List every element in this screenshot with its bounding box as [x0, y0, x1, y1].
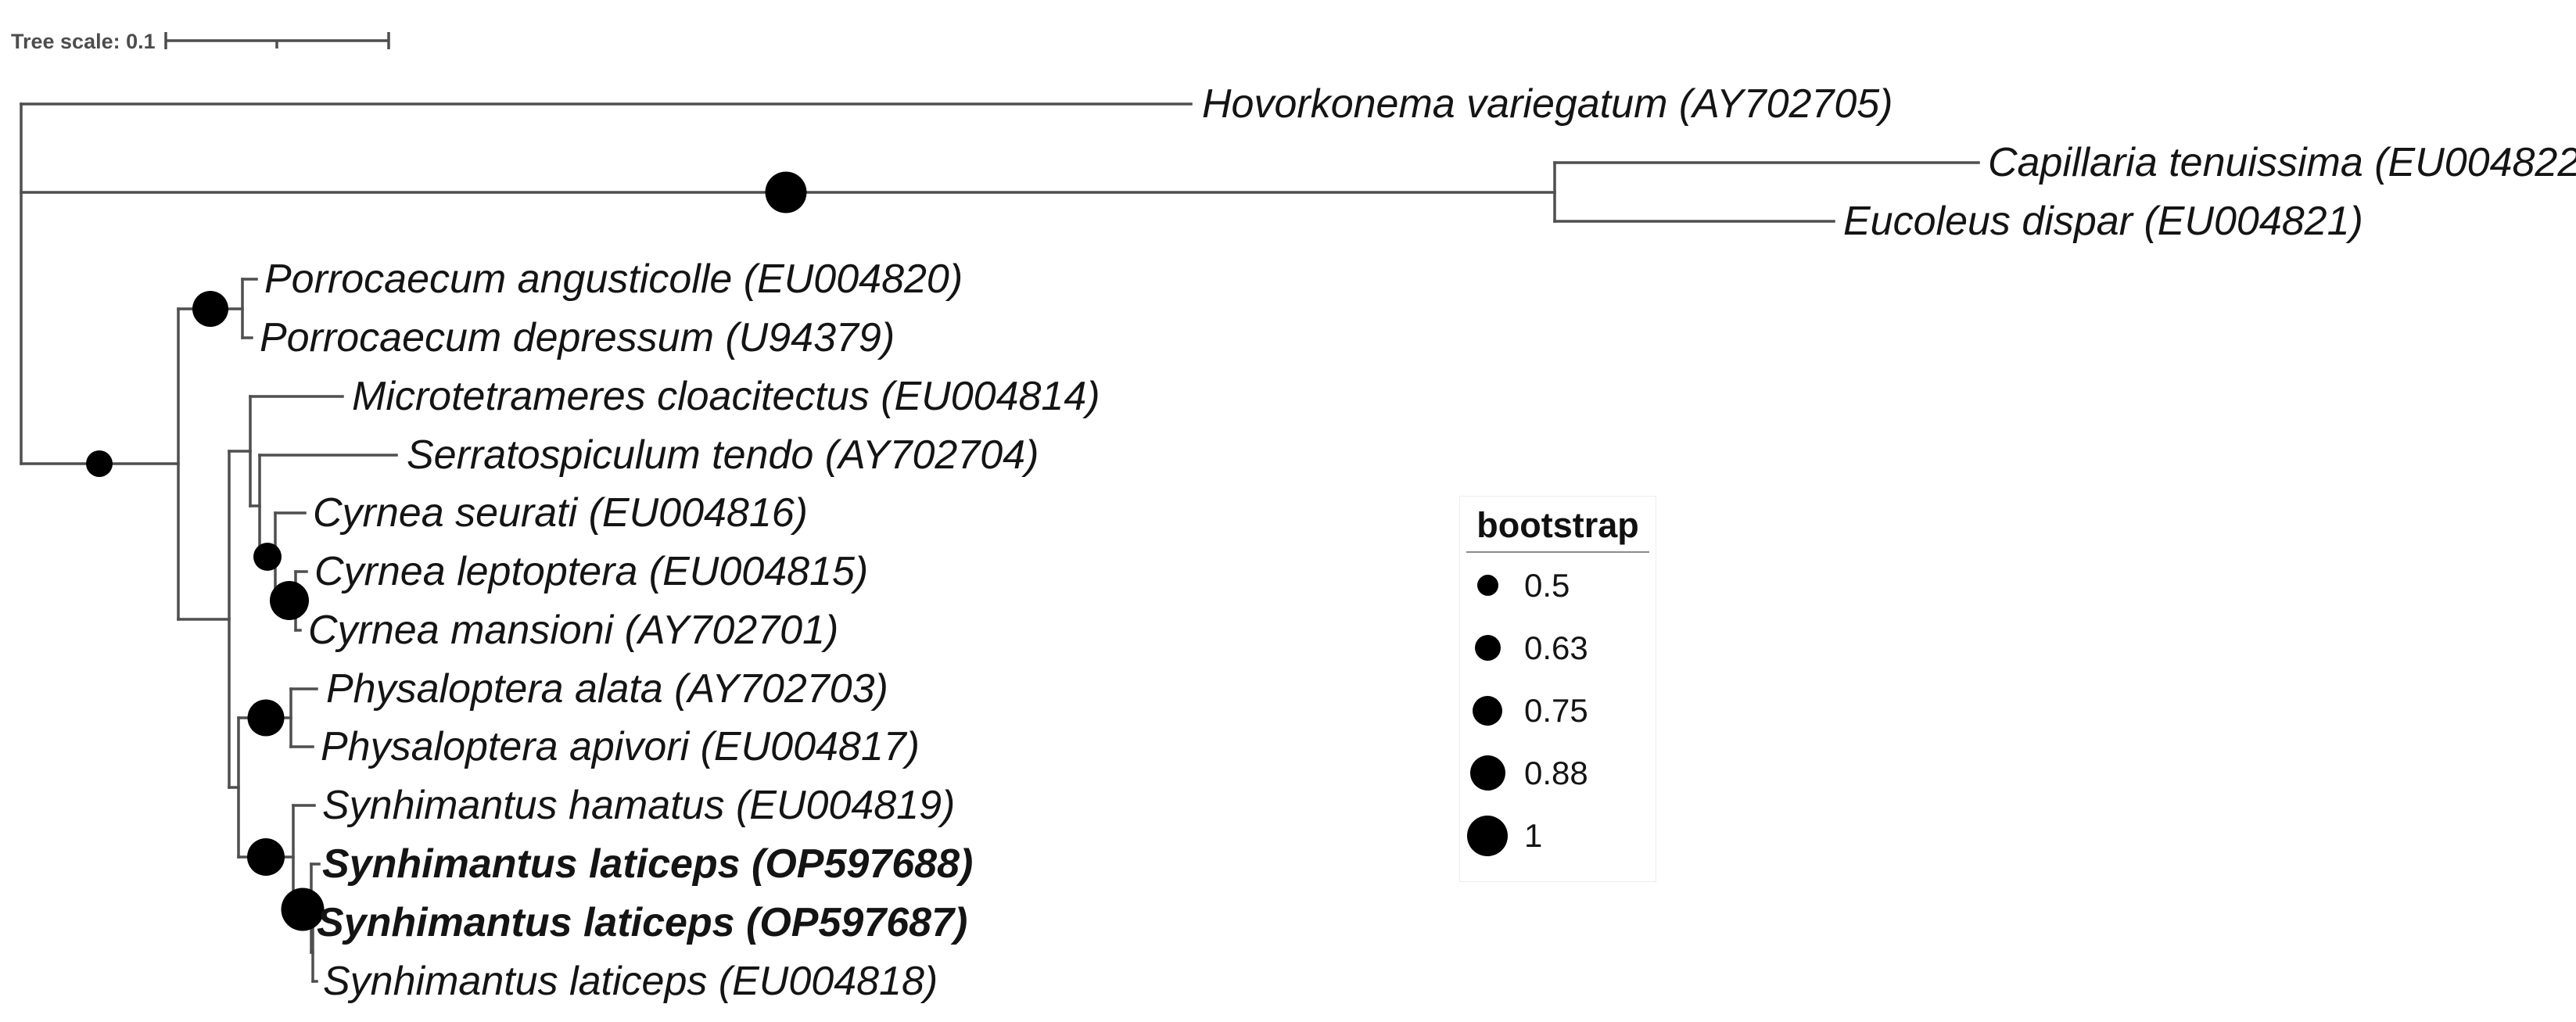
legend-dot-slot [1460, 575, 1515, 596]
leaf-label: Synhimantus laticeps (OP597687) [317, 900, 967, 945]
legend-items: 0.5 0.63 0.75 0.88 1 [1460, 554, 1656, 867]
legend-item: 1 [1460, 805, 1656, 867]
legend-value: 0.63 [1524, 629, 1588, 666]
bootstrap-node-circle [247, 699, 285, 737]
legend-value: 0.75 [1524, 691, 1588, 729]
tree-scale-label: Tree scale: 0.1 [11, 30, 156, 53]
leaf-label: Cyrnea mansioni (AY702701) [308, 608, 838, 653]
bootstrap-legend: bootstrap 0.5 0.63 0.75 0.88 1 [1459, 496, 1656, 882]
legend-dot-slot [1460, 695, 1515, 726]
scale-bar-group: Tree scale: 0.1 [11, 30, 390, 53]
bootstrap-node-circle [765, 171, 807, 213]
legend-item: 0.5 [1460, 554, 1656, 617]
bootstrap-size-dot [1467, 815, 1508, 856]
legend-item: 0.75 [1460, 680, 1656, 742]
bootstrap-node-circle [192, 291, 228, 327]
bootstrap-size-dot [1473, 695, 1502, 726]
bootstrap-node-circle [247, 838, 285, 876]
legend-separator [1466, 550, 1649, 553]
leaf-label: Physaloptera apivori (EU004817) [321, 724, 920, 769]
leaf-labels-group: Hovorkonema variegatum (AY702705) Capilla… [260, 81, 2576, 1004]
bootstrap-node-circle [270, 581, 309, 620]
bootstrap-node-circle [253, 543, 282, 571]
legend-dot-slot [1460, 635, 1515, 661]
leaf-label: Hovorkonema variegatum (AY702705) [1202, 81, 1893, 127]
bootstrap-nodes-group [86, 171, 807, 931]
legend-value: 0.5 [1524, 566, 1570, 604]
leaf-label: Physaloptera alata (AY702703) [326, 666, 888, 712]
bootstrap-size-dot [1469, 755, 1505, 791]
legend-item: 0.63 [1460, 617, 1656, 680]
leaf-label: Capillaria tenuissima (EU004822) [1988, 140, 2576, 185]
branches-group [20, 102, 1980, 983]
bootstrap-node-circle [86, 450, 113, 477]
legend-dot-slot [1460, 815, 1515, 856]
legend-title: bootstrap [1476, 505, 1639, 545]
bootstrap-node-circle [281, 888, 325, 931]
leaf-label: Eucoleus dispar (EU004821) [1843, 199, 2363, 244]
bootstrap-size-dot [1474, 635, 1501, 661]
legend-value: 1 [1524, 816, 1543, 854]
legend-item: 0.88 [1460, 742, 1656, 805]
leaf-label: Cyrnea seurati (EU004816) [313, 490, 808, 536]
leaf-label: Synhimantus laticeps (EU004818) [323, 959, 938, 1004]
leaf-label: Microtetrameres cloacitectus (EU004814) [352, 374, 1100, 419]
legend-value: 0.88 [1524, 754, 1588, 791]
leaf-label: Synhimantus hamatus (EU004819) [322, 783, 955, 828]
leaf-label: Synhimantus laticeps (OP597688) [322, 841, 973, 887]
legend-dot-slot [1460, 755, 1515, 791]
leaf-label: Serratospiculum tendo (AY702704) [407, 432, 1039, 478]
bootstrap-size-dot [1476, 575, 1498, 596]
leaf-label: Porrocaecum depressum (U94379) [260, 315, 895, 360]
leaf-label: Porrocaecum angusticolle (EU004820) [264, 256, 963, 302]
leaf-label: Cyrnea leptoptera (EU004815) [314, 549, 868, 594]
